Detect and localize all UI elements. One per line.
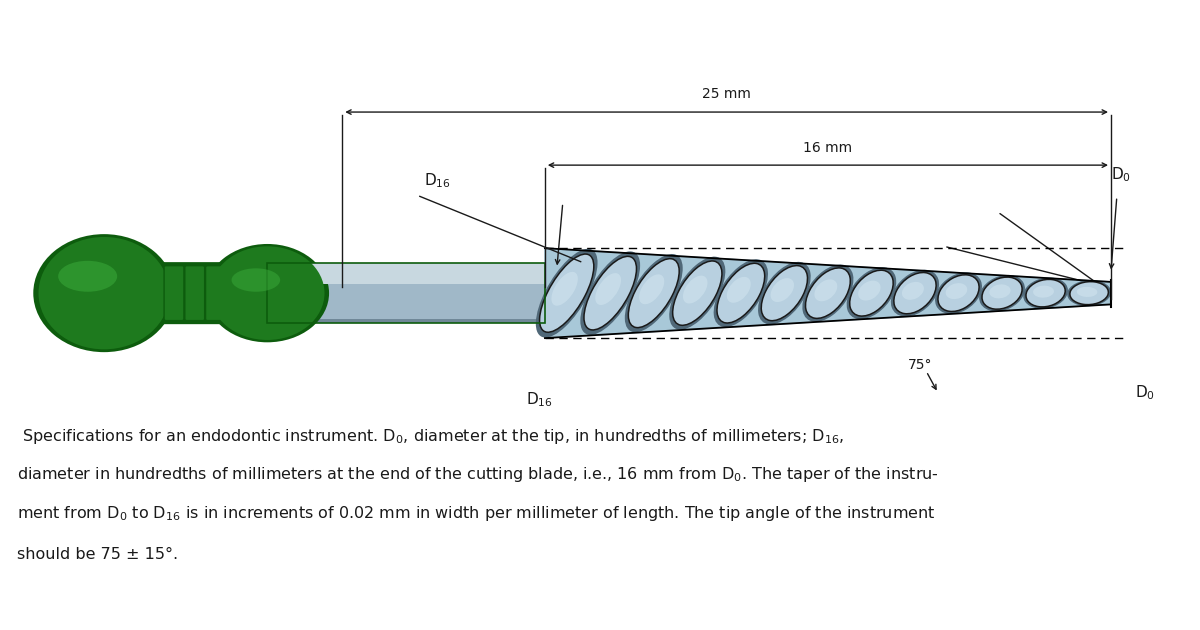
Ellipse shape: [1024, 278, 1068, 309]
Text: should be 75 ± 15°.: should be 75 ± 15°.: [17, 547, 179, 562]
Ellipse shape: [935, 272, 982, 314]
Ellipse shape: [540, 254, 594, 332]
Ellipse shape: [595, 273, 622, 305]
FancyBboxPatch shape: [160, 263, 271, 323]
Text: $\mathrm{D}_{16}$: $\mathrm{D}_{16}$: [526, 390, 552, 409]
Ellipse shape: [640, 275, 665, 304]
Ellipse shape: [727, 277, 751, 303]
Bar: [268, 268, 545, 319]
Ellipse shape: [890, 270, 940, 316]
Ellipse shape: [938, 275, 979, 311]
Ellipse shape: [38, 237, 169, 350]
Ellipse shape: [1026, 279, 1066, 307]
Text: 75°: 75°: [908, 358, 932, 372]
Bar: [268, 263, 545, 323]
Ellipse shape: [536, 249, 598, 338]
FancyBboxPatch shape: [227, 266, 246, 321]
Ellipse shape: [1076, 287, 1097, 297]
Ellipse shape: [803, 265, 853, 322]
FancyBboxPatch shape: [205, 266, 226, 321]
Text: diameter in hundredths of millimeters at the end of the cutting blade, i.e., 16 : diameter in hundredths of millimeters at…: [17, 465, 938, 484]
Ellipse shape: [989, 284, 1010, 299]
Ellipse shape: [34, 234, 175, 352]
Ellipse shape: [210, 246, 324, 340]
Ellipse shape: [858, 280, 881, 301]
Ellipse shape: [683, 275, 708, 304]
Ellipse shape: [629, 259, 679, 328]
Ellipse shape: [1070, 282, 1109, 305]
Ellipse shape: [982, 277, 1022, 309]
Ellipse shape: [232, 268, 280, 292]
Ellipse shape: [758, 262, 811, 324]
Ellipse shape: [847, 267, 896, 319]
FancyBboxPatch shape: [185, 266, 205, 321]
Ellipse shape: [946, 283, 967, 299]
Text: ment from D$_0$ to D$_{16}$ is in increments of 0.02 mm in width per millimeter : ment from D$_0$ to D$_{16}$ is in increm…: [17, 504, 936, 523]
Text: $\mathrm{D}_0$: $\mathrm{D}_0$: [1135, 384, 1154, 403]
Ellipse shape: [205, 244, 329, 342]
Ellipse shape: [58, 261, 118, 292]
FancyBboxPatch shape: [247, 266, 266, 321]
Ellipse shape: [894, 273, 936, 314]
Ellipse shape: [673, 261, 722, 325]
Ellipse shape: [716, 263, 764, 323]
Ellipse shape: [670, 256, 725, 329]
Text: Specifications for an endodontic instrument. D$_0$, diameter at the tip, in hund: Specifications for an endodontic instrum…: [17, 427, 845, 445]
Ellipse shape: [1067, 280, 1111, 306]
Ellipse shape: [770, 278, 794, 302]
Text: 16 mm: 16 mm: [803, 141, 852, 155]
Ellipse shape: [1033, 285, 1054, 297]
Bar: [268, 263, 545, 284]
Ellipse shape: [815, 279, 838, 301]
Ellipse shape: [625, 254, 683, 332]
Text: $\mathrm{D}_{16}$: $\mathrm{D}_{16}$: [425, 171, 451, 190]
Ellipse shape: [584, 256, 636, 330]
Text: 25 mm: 25 mm: [702, 87, 751, 101]
Ellipse shape: [902, 282, 924, 300]
Ellipse shape: [581, 251, 640, 335]
Ellipse shape: [979, 275, 1025, 311]
Ellipse shape: [552, 272, 578, 306]
FancyBboxPatch shape: [164, 266, 184, 321]
Bar: [268, 263, 545, 323]
Ellipse shape: [761, 266, 808, 321]
Text: $\mathrm{D}_0$: $\mathrm{D}_0$: [1111, 165, 1130, 184]
Ellipse shape: [850, 270, 893, 316]
Polygon shape: [545, 248, 1111, 338]
Ellipse shape: [805, 268, 851, 318]
Ellipse shape: [714, 260, 768, 327]
